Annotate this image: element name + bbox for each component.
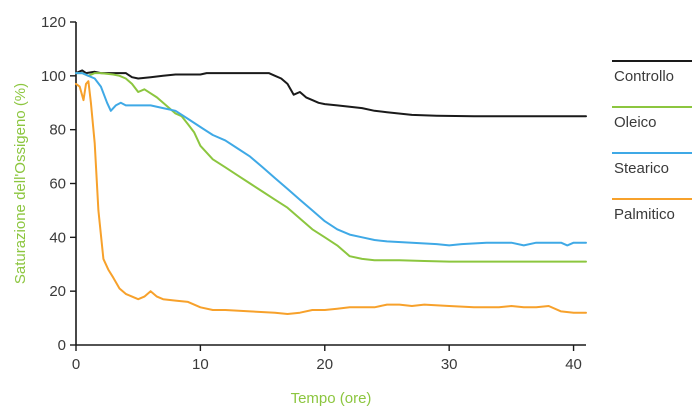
series-line-controllo [75,69,587,118]
y-tick-label: 80 [49,122,66,139]
series-line-oleico [75,72,587,263]
y-tick-label: 100 [41,68,66,85]
tick-group: 0 20 40 60 80 100 120 0 10 20 30 40 [41,14,582,373]
x-tick-label: 40 [565,356,582,373]
y-tick-label: 0 [58,337,66,354]
x-tick-label: 0 [72,356,80,373]
series-group [75,69,587,315]
y-tick-label: 40 [49,229,66,246]
legend-label-oleico: Oleico [614,114,657,131]
x-tick-label: 30 [441,356,458,373]
x-axis-label: Tempo (ore) [291,390,372,407]
legend-label-palmitico: Palmitico [614,206,675,223]
x-tick-label: 20 [316,356,333,373]
axes [75,22,586,346]
legend-label-stearico: Stearico [614,160,669,177]
series-line-palmitico [75,80,587,315]
y-tick-label: 120 [41,14,66,31]
y-axis-label: Saturazione dell'Ossigeno (%) [12,83,29,284]
y-tick-label: 60 [49,176,66,193]
legend: Controllo Oleico Stearico Palmitico [612,60,692,223]
x-tick-label: 10 [192,356,209,373]
series-line-stearico [75,72,587,247]
legend-label-controllo: Controllo [614,68,674,85]
y-tick-label: 20 [49,283,66,300]
